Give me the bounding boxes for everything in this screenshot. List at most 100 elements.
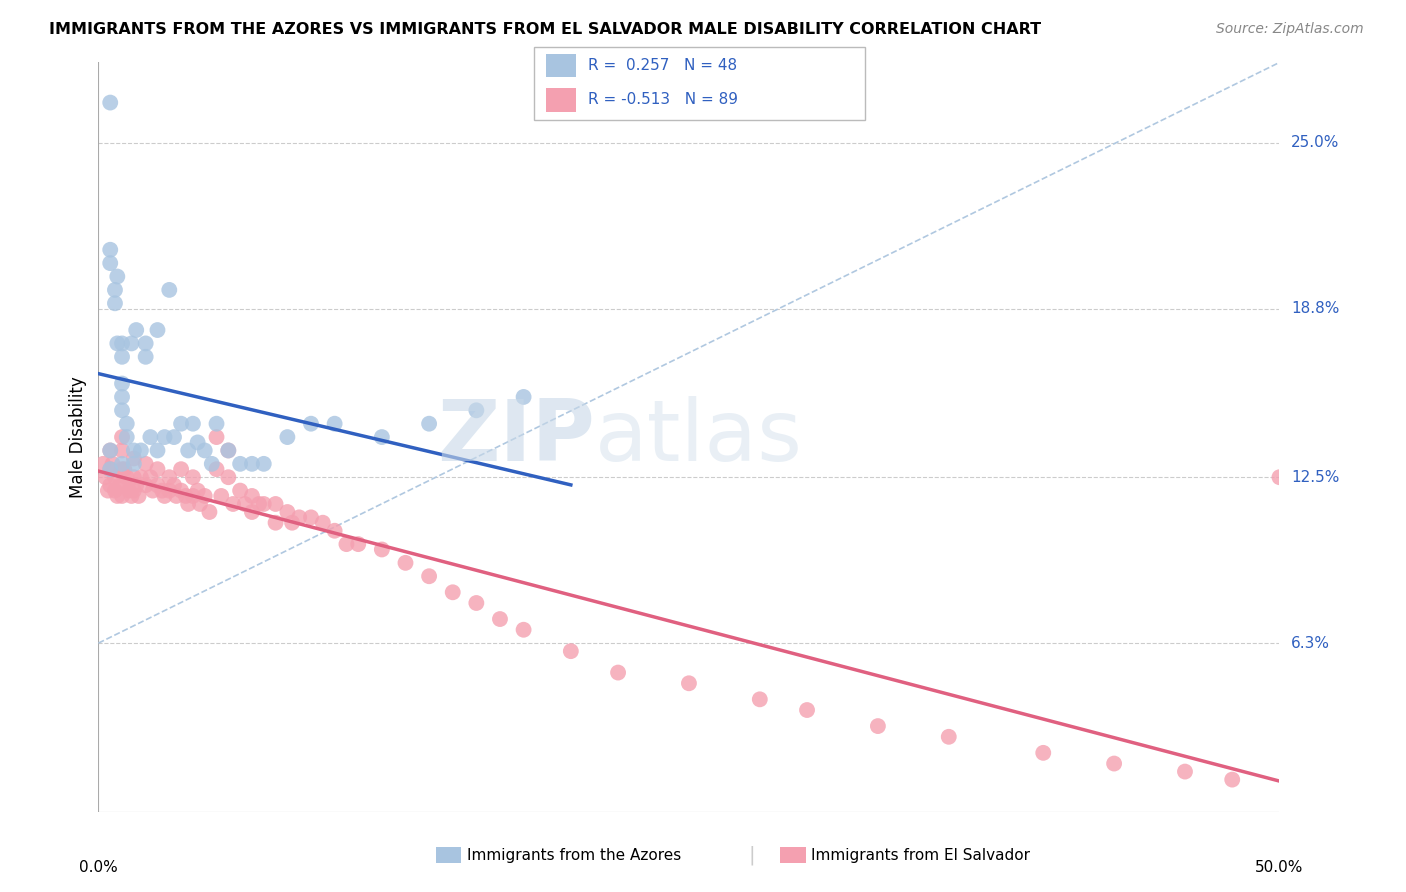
Point [205, 430, 228, 444]
Point [512, 623, 534, 637]
Point [418, 569, 440, 583]
Point [122, 443, 145, 458]
Point [111, 376, 134, 391]
Point [187, 483, 209, 498]
Text: |: | [749, 846, 755, 865]
Point [153, 430, 176, 444]
Point [153, 489, 176, 503]
Point [418, 417, 440, 431]
Point [108, 478, 131, 492]
Point [188, 497, 211, 511]
Text: atlas: atlas [595, 395, 803, 479]
Point [146, 478, 169, 492]
Point [181, 470, 204, 484]
Point [104, 296, 127, 310]
Point [299, 417, 322, 431]
Point [111, 457, 134, 471]
Point [112, 462, 135, 476]
Point [115, 470, 138, 484]
Point [465, 403, 488, 417]
Point [217, 470, 239, 484]
Point [678, 676, 700, 690]
Point [201, 457, 224, 471]
Point [371, 430, 394, 444]
Point [122, 483, 145, 498]
Point [111, 336, 134, 351]
Point [264, 516, 287, 530]
Point [97, 483, 120, 498]
Point [111, 403, 134, 417]
Point [146, 443, 169, 458]
Point [150, 483, 173, 498]
Point [181, 417, 204, 431]
Point [264, 497, 287, 511]
Point [121, 336, 143, 351]
Point [94, 470, 117, 484]
Point [163, 478, 186, 492]
Point [142, 483, 165, 498]
Point [299, 510, 322, 524]
Point [98, 256, 121, 270]
Point [217, 443, 239, 458]
Point [139, 470, 162, 484]
Point [187, 435, 209, 450]
Point [122, 451, 145, 466]
Point [105, 489, 128, 503]
Point [122, 470, 145, 484]
Point [105, 336, 128, 351]
Point [105, 269, 128, 284]
Point [465, 596, 488, 610]
Text: R =  0.257   N = 48: R = 0.257 N = 48 [588, 58, 737, 72]
Point [104, 283, 127, 297]
Point [122, 457, 145, 471]
Point [560, 644, 582, 658]
Point [1102, 756, 1125, 771]
Point [240, 457, 263, 471]
Point [866, 719, 889, 733]
Point [198, 505, 221, 519]
Point [104, 470, 127, 484]
Point [205, 462, 228, 476]
Point [98, 95, 121, 110]
Point [229, 457, 252, 471]
Text: IMMIGRANTS FROM THE AZORES VS IMMIGRANTS FROM EL SALVADOR MALE DISABILITY CORREL: IMMIGRANTS FROM THE AZORES VS IMMIGRANTS… [49, 22, 1042, 37]
Point [111, 350, 134, 364]
Point [125, 478, 148, 492]
Point [170, 483, 193, 498]
Point [111, 462, 134, 476]
Point [323, 417, 346, 431]
Text: 25.0%: 25.0% [1291, 136, 1340, 150]
Point [115, 430, 138, 444]
Point [1220, 772, 1243, 787]
Point [146, 462, 169, 476]
Point [229, 483, 252, 498]
Point [121, 489, 143, 503]
Point [135, 336, 157, 351]
Point [194, 443, 217, 458]
Point [489, 612, 512, 626]
Point [174, 489, 197, 503]
Point [312, 516, 335, 530]
Point [1268, 470, 1291, 484]
Point [371, 542, 394, 557]
Point [394, 556, 416, 570]
Point [170, 462, 193, 476]
Point [111, 390, 134, 404]
Point [288, 510, 311, 524]
Point [194, 489, 217, 503]
Point [209, 489, 232, 503]
Point [276, 505, 298, 519]
Point [205, 417, 228, 431]
Point [347, 537, 370, 551]
Point [607, 665, 630, 680]
Point [217, 443, 239, 458]
Point [135, 350, 157, 364]
Point [1174, 764, 1197, 779]
Point [157, 470, 180, 484]
Text: Immigrants from the Azores: Immigrants from the Azores [467, 848, 681, 863]
Point [323, 524, 346, 538]
Point [938, 730, 960, 744]
Point [118, 483, 141, 498]
Point [177, 497, 200, 511]
Point [177, 443, 200, 458]
